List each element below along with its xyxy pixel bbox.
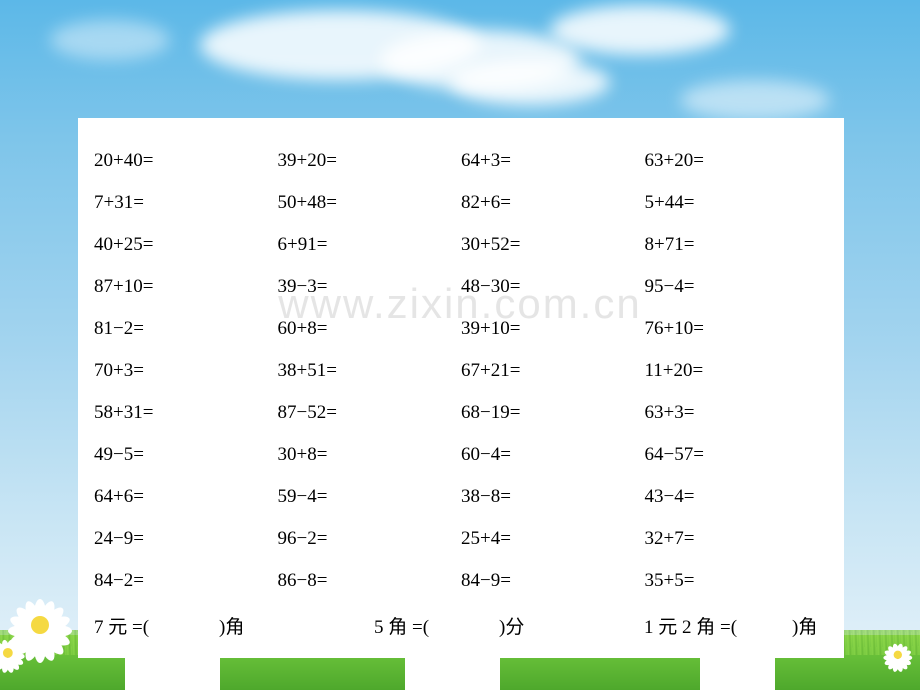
math-problem-cell: 87−52= <box>278 392 462 434</box>
unit-conversion-row: 7 元 =( )角 5 角 =( )分 1 元 2 角 =( )角 <box>94 604 828 646</box>
conversion-prefix: 5 角 =( <box>374 617 429 638</box>
math-problem-cell: 63+20= <box>645 140 829 182</box>
math-problem-cell: 50+48= <box>278 182 462 224</box>
math-problem-cell: 38−8= <box>461 476 645 518</box>
math-problem-cell: 49−5= <box>94 434 278 476</box>
math-problem-cell: 43−4= <box>645 476 829 518</box>
conversion-suffix: )分 <box>499 617 524 638</box>
cloud-decoration <box>450 60 610 105</box>
math-problem-cell: 67+21= <box>461 350 645 392</box>
math-problem-cell: 38+51= <box>278 350 462 392</box>
white-overlay-block <box>405 652 500 690</box>
conversion-suffix: )角 <box>792 617 817 638</box>
math-problem-cell: 95−4= <box>645 266 829 308</box>
math-problem-cell: 84−2= <box>94 560 278 602</box>
math-problem-cell: 5+44= <box>645 182 829 224</box>
math-problem-cell: 81−2= <box>94 308 278 350</box>
conversion-prefix: 7 元 =( <box>94 617 149 638</box>
math-problem-cell: 64+6= <box>94 476 278 518</box>
white-overlay-block <box>125 652 220 690</box>
math-problem-cell: 82+6= <box>461 182 645 224</box>
math-problem-cell: 32+7= <box>645 518 829 560</box>
math-problem-cell: 30+8= <box>278 434 462 476</box>
math-problem-cell: 25+4= <box>461 518 645 560</box>
math-problem-cell: 76+10= <box>645 308 829 350</box>
daisy-flower-icon <box>881 638 914 671</box>
math-problem-cell: 40+25= <box>94 224 278 266</box>
watermark-text: www.zixin.com.cn <box>278 280 641 328</box>
math-problem-cell: 86−8= <box>278 560 462 602</box>
math-problem-cell: 8+71= <box>645 224 829 266</box>
math-problem-cell: 6+91= <box>278 224 462 266</box>
math-problem-cell: 35+5= <box>645 560 829 602</box>
worksheet-content: 20+40=39+20=64+3=63+20=7+31=50+48=82+6=5… <box>78 118 844 658</box>
cloud-decoration <box>680 80 830 120</box>
math-problem-cell: 60−4= <box>461 434 645 476</box>
math-problem-cell: 20+40= <box>94 140 278 182</box>
math-problem-cell: 64+3= <box>461 140 645 182</box>
conversion-prefix: 1 元 2 角 =( <box>644 617 737 638</box>
math-problem-cell: 24−9= <box>94 518 278 560</box>
math-problem-cell: 39+20= <box>278 140 462 182</box>
white-overlay-block <box>700 652 775 690</box>
math-problem-cell: 87+10= <box>94 266 278 308</box>
math-problem-cell: 11+20= <box>645 350 829 392</box>
math-problem-cell: 7+31= <box>94 182 278 224</box>
math-problem-cell: 70+3= <box>94 350 278 392</box>
conversion-suffix: )角 <box>219 617 244 638</box>
conversion-problem: 5 角 =( )分 <box>374 612 644 639</box>
math-problem-cell: 68−19= <box>461 392 645 434</box>
math-problem-cell: 84−9= <box>461 560 645 602</box>
math-problem-cell: 58+31= <box>94 392 278 434</box>
math-problem-cell: 64−57= <box>645 434 829 476</box>
math-problem-cell: 63+3= <box>645 392 829 434</box>
math-problems-grid: 20+40=39+20=64+3=63+20=7+31=50+48=82+6=5… <box>94 140 828 602</box>
math-problem-cell: 96−2= <box>278 518 462 560</box>
cloud-decoration <box>550 5 730 55</box>
conversion-problem: 7 元 =( )角 <box>94 612 374 639</box>
daisy-flower-icon <box>0 633 27 672</box>
conversion-problem: 1 元 2 角 =( )角 <box>644 612 828 639</box>
math-problem-cell: 30+52= <box>461 224 645 266</box>
cloud-decoration <box>50 20 170 60</box>
math-problem-cell: 59−4= <box>278 476 462 518</box>
